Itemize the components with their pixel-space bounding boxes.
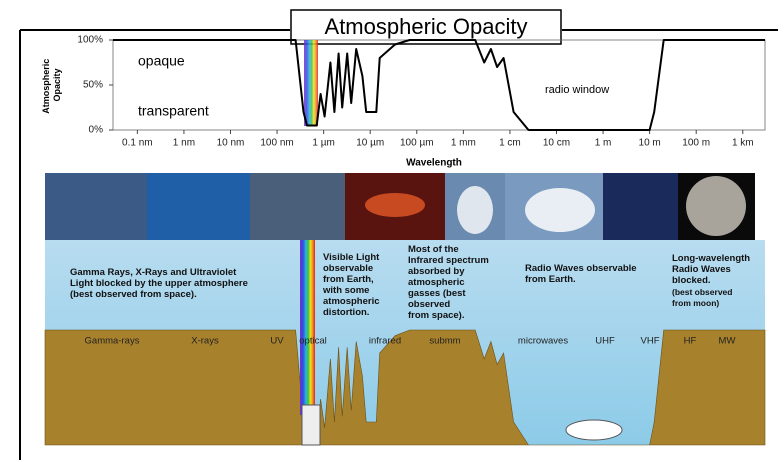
band-label: Gamma-rays [85, 336, 140, 347]
opacity-line [113, 40, 765, 130]
note-line: observable [323, 263, 373, 274]
visible-band [304, 40, 318, 126]
note-line: atmospheric [323, 296, 380, 307]
y-tick-label: 50% [83, 80, 103, 91]
x-tick-label: 1 nm [173, 138, 195, 149]
note-line: from Earth, [323, 274, 374, 285]
y-axis-label-line: Atmospheric [41, 59, 51, 114]
y-tick-label: 0% [89, 125, 104, 136]
note-line: observed [408, 299, 450, 310]
band-label: X-rays [191, 336, 219, 347]
note-line: Gamma Rays, X-Rays and Ultraviolet [70, 267, 237, 278]
note-line: from space). [408, 310, 465, 321]
note-line: Light blocked by the upper atmosphere [70, 278, 248, 289]
band-label: submm [429, 336, 460, 347]
note-line: Infrared spectrum [408, 255, 489, 266]
telescope [302, 405, 320, 445]
radio-dish [566, 420, 622, 440]
annotation: radio window [545, 84, 609, 96]
band-label: UHF [595, 336, 615, 347]
note-line: (best observed [672, 287, 732, 297]
band-label: MW [719, 336, 736, 347]
y-tick-label: 100% [77, 35, 103, 46]
note-line: from moon) [672, 298, 719, 308]
x-tick-label: 10 m [639, 138, 661, 149]
note-line: Radio Waves observable [525, 263, 637, 274]
note-line: Long-wavelength [672, 253, 750, 264]
chart-title: Atmospheric Opacity [325, 14, 528, 39]
note-line: blocked. [672, 275, 711, 286]
x-tick-label: 1 cm [499, 138, 521, 149]
photo [603, 173, 678, 240]
x-tick-label: 1 km [732, 138, 754, 149]
note-line: atmospheric [408, 277, 465, 288]
note-line: with some [322, 285, 369, 296]
photo [147, 173, 250, 240]
x-tick-label: 1 µm [312, 138, 334, 149]
note-line: Visible Light [323, 252, 380, 263]
note-line: from Earth. [525, 274, 576, 285]
plot-frame [113, 40, 765, 130]
x-tick-label: 100 µm [400, 138, 434, 149]
annotation: opaque [138, 53, 185, 69]
photo-strip [45, 173, 755, 240]
dish [457, 186, 493, 234]
x-tick-label: 10 nm [217, 138, 245, 149]
band-label: infrared [369, 336, 401, 347]
photo [45, 173, 147, 240]
note-line: Radio Waves [672, 264, 731, 275]
x-tick-label: 1 mm [451, 138, 476, 149]
page: Atmospheric Opacity Atmospheric Opacity … [0, 0, 780, 460]
y-axis-label: Atmospheric Opacity [41, 56, 62, 114]
note-line: distortion. [323, 307, 369, 318]
note-line: (best observed from space). [70, 289, 197, 300]
band-label: VHF [641, 336, 660, 347]
x-tick-label: 10 cm [543, 138, 570, 149]
x-tick-label: 100 nm [260, 138, 293, 149]
x-tick-label: 10 µm [356, 138, 384, 149]
x-tick-label: 0.1 nm [122, 138, 153, 149]
band-label: UV [270, 336, 284, 347]
y-axis-label-line: Opacity [52, 68, 62, 101]
band-label: HF [684, 336, 697, 347]
note-line: Most of the [408, 244, 459, 255]
visible-beam [300, 240, 315, 415]
x-tick-label: 1 m [595, 138, 612, 149]
x-axis-label: Wavelength [406, 158, 462, 169]
dish [525, 188, 595, 232]
photo [250, 173, 345, 240]
note-line: gasses (best [408, 288, 466, 299]
band-label: optical [299, 336, 326, 347]
note-line: absorbed by [408, 266, 465, 277]
satellite [365, 193, 425, 217]
annotation: transparent [138, 103, 209, 119]
x-tick-label: 100 m [682, 138, 710, 149]
moon [686, 176, 746, 236]
band-label: microwaves [518, 336, 568, 347]
